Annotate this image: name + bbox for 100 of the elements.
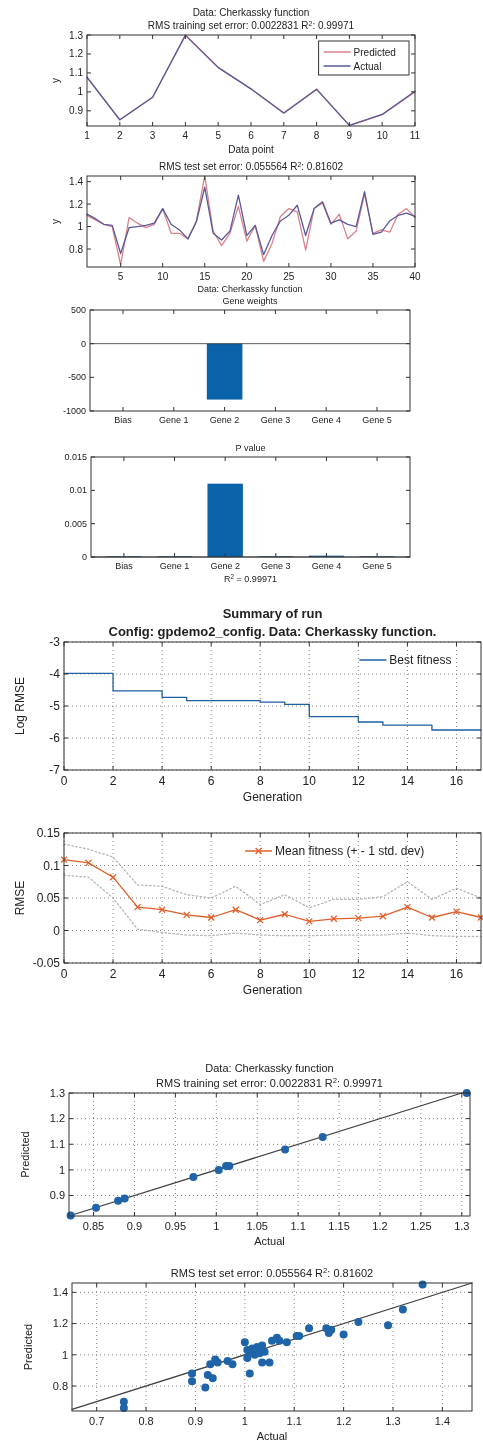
y-tick-label: 1.2 — [49, 1112, 65, 1125]
y-tick-label: 1 — [58, 1163, 65, 1176]
y-tick-label: 1.2 — [52, 1317, 68, 1330]
y-axis-title: y — [50, 219, 61, 224]
y-tick-label: 0 — [80, 338, 86, 349]
x-tick-label: Gene 2 — [210, 561, 240, 571]
x-tick-label: 4 — [182, 130, 189, 141]
y-tick-label: 0.9 — [49, 1189, 65, 1202]
y-tick-label: -0.05 — [32, 956, 61, 971]
x-tick-label: Gene 4 — [311, 561, 342, 571]
x-tick-label: 16 — [449, 774, 464, 788]
y-tick-label: 1.1 — [49, 1138, 65, 1151]
x-axis-title: Actual — [256, 1430, 288, 1442]
x-axis-title: R$^{2}$ = 0.99971 — [224, 572, 277, 584]
x-axis-title: Actual — [254, 1235, 285, 1247]
y-tick-label: 0.005 — [64, 518, 87, 529]
x-axis-title: Data point — [228, 144, 275, 155]
y-tick-label: 0.015 — [64, 452, 87, 463]
y-tick-label: 1.2 — [69, 198, 84, 210]
x-tick-label: 8 — [256, 967, 264, 981]
x-tick-label: 11 — [409, 130, 421, 141]
y-tick-label: -5 — [49, 699, 61, 714]
y-tick-label: 0.8 — [52, 1379, 68, 1392]
x-tick-label: 1.05 — [246, 1220, 268, 1232]
chart-title: RMS test set error: 0.055564 R$^{2}$: 0.81602 — [158, 160, 344, 172]
x-tick-label: Gene 3 — [260, 415, 291, 425]
x-tick-label: 14 — [400, 967, 415, 981]
x-tick-label: 8 — [256, 774, 264, 788]
y-tick-label: 1.2 — [69, 48, 84, 60]
x-tick-label: 0.7 — [89, 1415, 105, 1427]
x-tick-label: 1.2 — [372, 1220, 388, 1232]
x-tick-label: 20 — [241, 271, 253, 282]
x-tick-label: 1.2 — [335, 1415, 352, 1427]
x-tick-label: 10 — [157, 271, 169, 282]
y-tick-label: 0 — [81, 552, 87, 563]
x-tick-label: 6 — [207, 967, 215, 981]
x-tick-label: 16 — [449, 967, 464, 981]
x-tick-label: 12 — [351, 967, 366, 981]
y-tick-label: 1.4 — [69, 176, 84, 188]
x-tick-label: Bias — [115, 561, 134, 571]
legend-label: Actual — [353, 60, 382, 72]
x-tick-label: 1.3 — [385, 1415, 401, 1427]
x-tick-label: 1.3 — [454, 1220, 470, 1232]
y-tick-label: 1 — [77, 221, 84, 233]
x-tick-label: 3 — [149, 130, 156, 141]
x-tick-label: 0.95 — [164, 1220, 187, 1232]
x-tick-label: 12 — [351, 774, 366, 788]
chart-title: Data: Cherkassky function — [205, 1062, 334, 1075]
y-tick-label: -500 — [67, 372, 86, 383]
x-tick-label: 1.15 — [328, 1220, 350, 1232]
y-tick-label: -1000 — [62, 406, 86, 417]
chart-title: Summary of run — [222, 606, 323, 622]
x-tick-label: 10 — [302, 967, 317, 981]
y-axis-title: RMSE — [13, 880, 27, 916]
y-tick-label: 0.15 — [36, 826, 61, 841]
x-tick-label: 40 — [409, 271, 421, 282]
x-tick-label: Gene 5 — [362, 561, 392, 571]
chart-subtitle: RMS training set error: 0.0022831 R$^{2}$: 0.99971 — [147, 19, 355, 31]
x-tick-label: 6 — [207, 774, 215, 788]
x-tick-label: 30 — [325, 271, 337, 282]
y-tick-label: 0.9 — [69, 105, 84, 117]
x-tick-label: 1 — [241, 1415, 248, 1427]
y-tick-label: 0.05 — [36, 891, 61, 906]
x-tick-label: 0.8 — [138, 1415, 154, 1427]
legend-label: Predicted — [353, 46, 396, 58]
x-axis-title: Generation — [242, 790, 303, 804]
x-tick-label: 0.9 — [187, 1415, 204, 1427]
chart-subtitle: Gene weights — [222, 296, 279, 306]
x-tick-label: Bias — [114, 415, 133, 425]
y-tick-label: -6 — [49, 731, 61, 746]
y-tick-label: 1 — [61, 1348, 68, 1361]
y-tick-label: 0 — [53, 923, 61, 938]
x-tick-label: 6 — [248, 130, 255, 141]
x-tick-label: 2 — [117, 130, 124, 141]
y-tick-label: 1.3 — [49, 1086, 65, 1099]
y-tick-label: 1.1 — [69, 67, 84, 79]
y-tick-label: 1.4 — [52, 1286, 68, 1299]
chart-title: RMS test set error: 0.055564 R$^{2}$: 0.81602 — [170, 1265, 374, 1279]
x-tick-label: 2 — [109, 967, 117, 981]
y-tick-label: -7 — [49, 763, 61, 778]
x-tick-label: 1.1 — [286, 1415, 302, 1427]
x-tick-label: 4 — [158, 967, 166, 981]
y-axis-title: Log RMSE — [13, 676, 27, 736]
legend-label: Mean fitness (+ - 1 std. dev) — [275, 844, 425, 859]
x-tick-label: Gene 1 — [159, 561, 190, 571]
chart-title: Data: Cherkassky function — [192, 6, 310, 18]
chart-title: Data: Cherkassky function — [197, 283, 303, 294]
x-tick-label: Gene 5 — [362, 415, 392, 425]
x-tick-label: 1.25 — [410, 1220, 432, 1232]
x-tick-label: 2 — [109, 774, 117, 788]
y-axis-title: y — [50, 78, 61, 83]
chart-title: P value — [235, 443, 266, 453]
x-tick-label: 9 — [346, 130, 353, 141]
y-tick-label: 0.01 — [69, 485, 87, 496]
x-axis-title: Generation — [242, 983, 303, 997]
y-tick-label: 1.3 — [69, 29, 84, 41]
x-tick-label: 7 — [281, 130, 288, 141]
y-tick-label: 0.1 — [43, 858, 61, 873]
x-tick-label: 14 — [400, 774, 415, 788]
x-tick-label: 4 — [158, 774, 166, 788]
